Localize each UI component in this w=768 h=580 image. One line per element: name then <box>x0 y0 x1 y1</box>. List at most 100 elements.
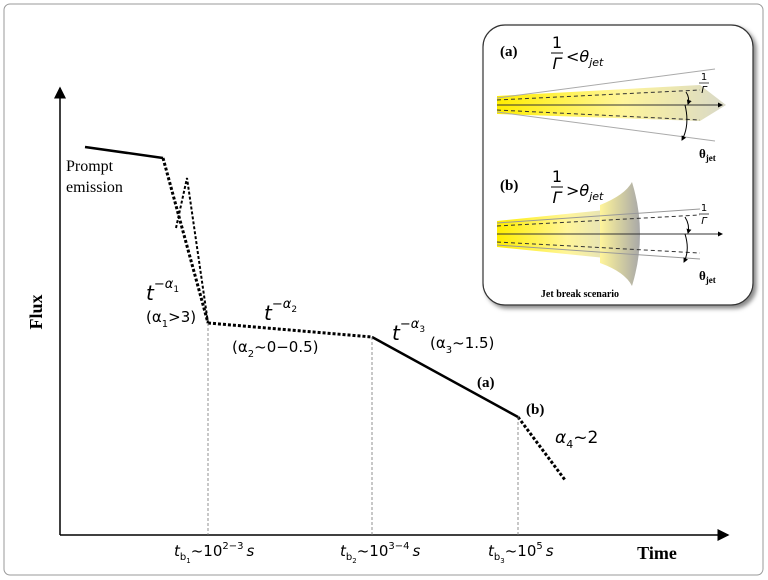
cond-sub: 2 <box>248 349 254 360</box>
decay-law: t−α1 <box>146 277 179 305</box>
beam-edge <box>496 214 701 227</box>
jet-edge <box>496 111 716 142</box>
relation: >θjet <box>566 181 604 203</box>
mid: ~10 <box>191 542 223 560</box>
post-break-decay <box>516 416 567 481</box>
decay-condition: (α3~1.5) <box>430 334 494 356</box>
exp-sub: 3 <box>419 325 425 335</box>
subsub: 3 <box>500 557 504 565</box>
plateau <box>207 321 373 339</box>
alpha-rest: ~2 <box>573 428 598 448</box>
angle-arrow <box>683 233 689 263</box>
beam-edge <box>496 241 701 254</box>
unit: s <box>412 542 420 560</box>
sup: 3−4 <box>388 541 409 552</box>
frac-num: 1 <box>552 33 562 52</box>
subsub: 2 <box>352 557 356 565</box>
break-label: tb1~102−3 s <box>174 541 254 565</box>
cond: (α <box>232 338 248 356</box>
exp: −α <box>400 317 420 332</box>
sub: b <box>494 552 500 563</box>
panel-tag: (b) <box>500 178 518 194</box>
sub: b <box>346 552 352 563</box>
exp: −α <box>272 297 292 312</box>
rel-sub: jet <box>587 56 604 69</box>
jet-cone <box>497 85 726 121</box>
prompt-segment <box>84 145 164 160</box>
jet-edge <box>496 208 701 224</box>
rel: <θ <box>566 47 589 66</box>
alpha-sub: 4 <box>566 438 573 451</box>
panel-tag: (a) <box>500 44 518 60</box>
unit: s <box>546 542 554 560</box>
rel-sub: jet <box>587 190 604 203</box>
theta: θ <box>699 268 706 283</box>
y-axis-label: Flux <box>26 294 46 329</box>
t: t <box>146 281 155 305</box>
cond: >3) <box>168 308 196 326</box>
label-b: (b) <box>526 402 544 418</box>
theta-sub: jet <box>705 153 716 163</box>
t: t <box>264 301 273 325</box>
angle-arrow <box>685 91 692 105</box>
subsub: 1 <box>186 557 190 565</box>
jet-edge <box>496 244 701 260</box>
t: t <box>340 542 347 560</box>
flare <box>175 177 209 324</box>
steep-decay <box>161 157 210 324</box>
cond: ~1.5) <box>452 334 494 352</box>
normal-decay <box>371 335 519 419</box>
exp-sub: 2 <box>291 305 297 315</box>
t: t <box>174 542 181 560</box>
jet-edge <box>496 68 716 99</box>
theta: θ <box>699 146 706 161</box>
gamma-num: 1 <box>701 203 707 214</box>
gamma-den: Γ <box>701 216 708 227</box>
cond: (α <box>146 308 162 326</box>
relation: <θjet <box>566 47 604 69</box>
break-label: tb3~105 s <box>488 541 554 565</box>
theta-label: θjet <box>699 146 716 163</box>
decay-condition: (α1>3) <box>146 308 196 330</box>
angle-arrow <box>684 216 692 234</box>
panel-b: (b) 1 Γ >θjet 1 Γ θjet Jet break scenari… <box>496 167 723 300</box>
inset-caption: Jet break scenario <box>541 289 619 300</box>
alpha: α <box>555 428 566 448</box>
panel-a: (a) 1 Γ <θjet 1 Γ θjet <box>496 33 726 163</box>
break-label: tb2~103−4 s <box>340 541 420 565</box>
cond-sub: 3 <box>446 345 452 356</box>
exp-sub: 1 <box>173 285 179 295</box>
decay-labels: t−α1 (α1>3) t−α2 (α2~0−0.5) t−α3 (α3~1.5… <box>146 277 494 360</box>
exp: −α <box>154 277 174 292</box>
inset: (a) 1 Γ <θjet 1 Γ θjet (b) 1 Γ >θjet <box>482 24 754 306</box>
break-labels: tb1~102−3 s tb2~103−4 s tb3~105 s <box>174 541 554 565</box>
t: t <box>392 321 401 345</box>
t: t <box>488 542 495 560</box>
unit: s <box>246 542 254 560</box>
decay-condition: (α2~0−0.5) <box>232 338 319 360</box>
frac-den: Γ <box>553 54 563 73</box>
beam-edge <box>496 109 701 121</box>
prompt-label: Prompt emission <box>66 158 123 196</box>
prompt-line: emission <box>66 179 123 196</box>
cond-sub: 1 <box>162 319 168 330</box>
break-markers <box>207 323 519 535</box>
mid: ~10 <box>505 542 537 560</box>
sup: 2−3 <box>222 541 243 552</box>
angle-arrow <box>681 104 688 141</box>
sub: b <box>180 552 186 563</box>
gamma-num: 1 <box>701 72 707 83</box>
decay-law: t−α2 <box>264 297 297 325</box>
rel: >θ <box>566 181 589 200</box>
cond: ~0−0.5) <box>254 338 318 356</box>
frac-den: Γ <box>553 188 563 207</box>
mid: ~10 <box>357 542 389 560</box>
light-curve <box>84 145 567 481</box>
cond: (α <box>430 334 446 352</box>
late-slope: α4~2 <box>555 428 598 451</box>
x-axis-label: Time <box>637 543 677 563</box>
gamma-den: Γ <box>701 85 708 96</box>
theta-label: θjet <box>699 268 716 285</box>
